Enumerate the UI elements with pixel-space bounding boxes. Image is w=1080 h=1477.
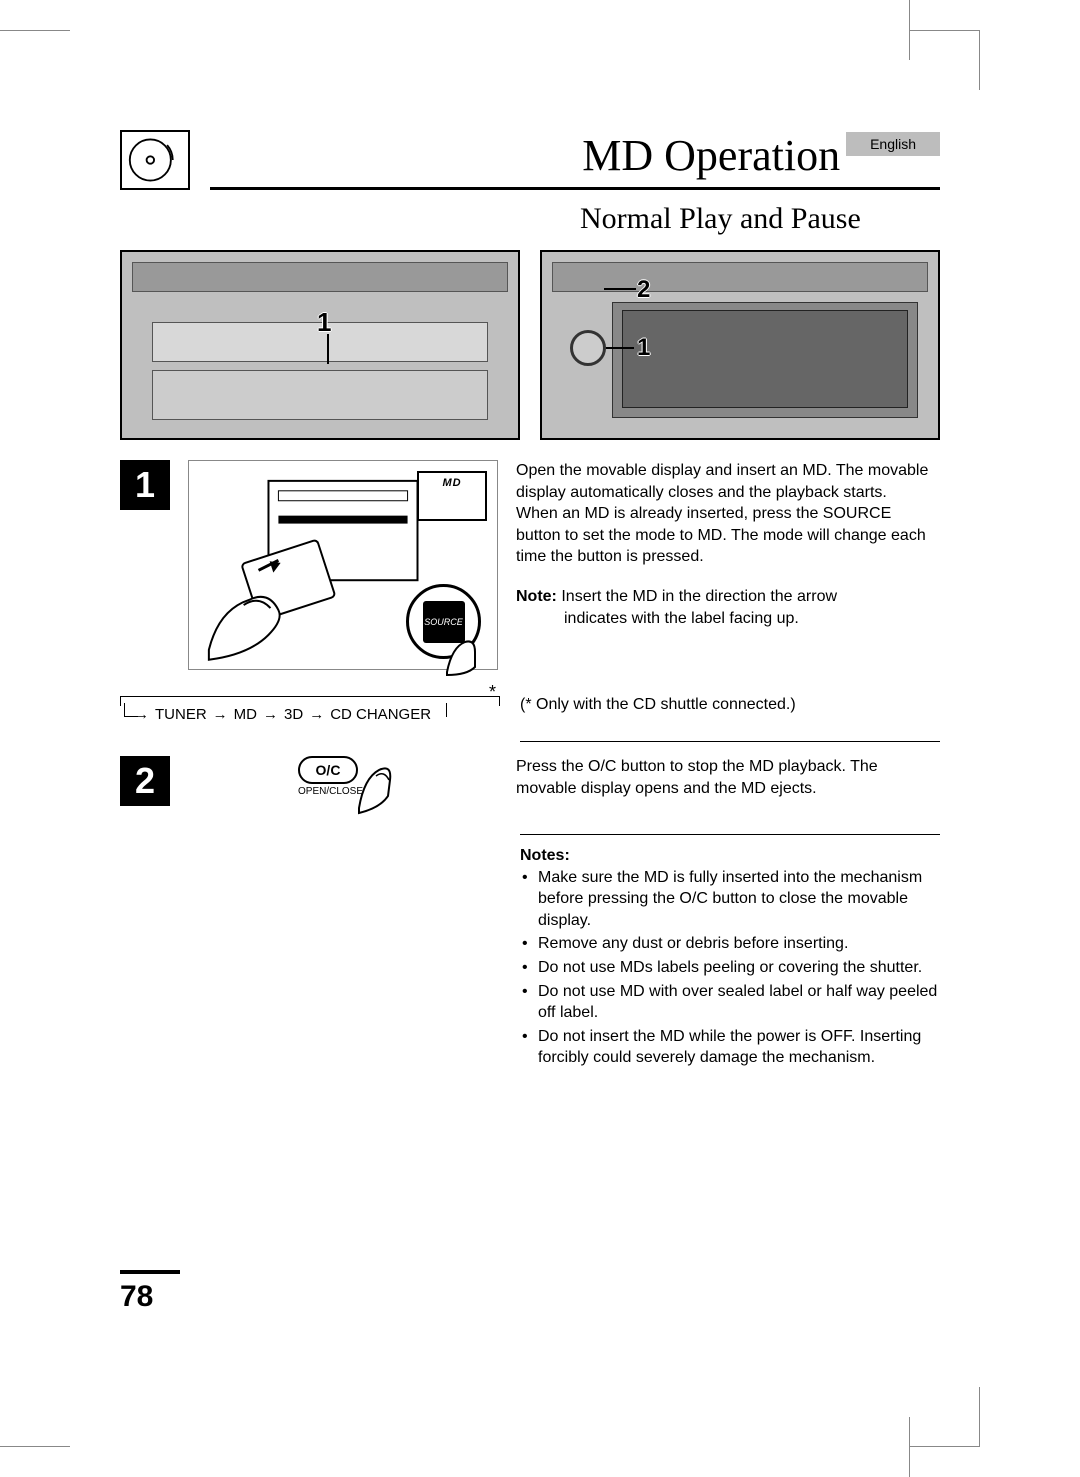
language-badge: English bbox=[846, 132, 940, 156]
page-title: MD Operation bbox=[582, 130, 840, 181]
asterisk-mark: * bbox=[489, 682, 496, 703]
device-front-closed: 1 bbox=[120, 250, 520, 440]
step-1-graphic: MD SOURCE bbox=[188, 460, 498, 670]
divider-1 bbox=[520, 741, 940, 742]
step-1-note-text: Insert the MD in the direction the arrow bbox=[561, 588, 837, 605]
step-2-block: 2 O/C OPEN/CLOSE Press the O/C button to… bbox=[120, 756, 940, 806]
step-1-para-1: Open the movable display and insert an M… bbox=[516, 460, 940, 503]
step-1-text: Open the movable display and insert an M… bbox=[516, 460, 940, 629]
mode-chain: * → TUNER → MD → 3D → CD CHANGER bbox=[120, 696, 500, 723]
step-1-block: 1 MD SOURCE bbox=[120, 460, 940, 670]
mode-cdchanger: CD CHANGER bbox=[330, 706, 431, 723]
oc-button: O/C bbox=[298, 756, 358, 784]
note-item: Do not insert the MD while the power is … bbox=[520, 1026, 940, 1069]
md-label-box: MD bbox=[417, 471, 487, 521]
page-number: 78 bbox=[120, 1270, 180, 1314]
step-1-note-label: Note: bbox=[516, 588, 557, 605]
callout-1: 1 bbox=[317, 307, 331, 338]
step-1-number: 1 bbox=[120, 460, 170, 510]
note-item: Make sure the MD is fully inserted into … bbox=[520, 867, 940, 932]
title-divider bbox=[210, 187, 940, 190]
callout-2: 2 bbox=[637, 276, 650, 304]
page-content: MD Operation English Normal Play and Pau… bbox=[120, 130, 940, 1071]
section-title: Normal Play and Pause bbox=[580, 202, 940, 236]
disc-icon bbox=[120, 130, 190, 190]
mode-3d: 3D bbox=[284, 706, 303, 723]
divider-2 bbox=[520, 834, 940, 835]
step-2-graphic: O/C OPEN/CLOSE bbox=[188, 756, 498, 797]
note-item: Do not use MDs labels peeling or coverin… bbox=[520, 957, 940, 979]
step-1-note-text-2: indicates with the label facing up. bbox=[564, 608, 940, 630]
notes-heading: Notes: bbox=[520, 845, 940, 867]
note-item: Remove any dust or debris before inserti… bbox=[520, 933, 940, 955]
step-2-text: Press the O/C button to stop the MD play… bbox=[516, 756, 940, 799]
asterisk-footnote: (* Only with the CD shuttle connected.) bbox=[500, 696, 940, 714]
mode-md: MD bbox=[234, 706, 257, 723]
step-2-number: 2 bbox=[120, 756, 170, 806]
step-1-para-2: When an MD is already inserted, press th… bbox=[516, 503, 940, 568]
notes-section: Notes: Make sure the MD is fully inserte… bbox=[520, 845, 940, 1069]
device-front-open: 2 1 bbox=[540, 250, 940, 440]
header-row: MD Operation English Normal Play and Pau… bbox=[120, 130, 940, 236]
callout-1b: 1 bbox=[637, 334, 650, 362]
mode-tuner: TUNER bbox=[155, 706, 207, 723]
device-illustration-row: 1 2 1 bbox=[120, 250, 940, 440]
note-item: Do not use MD with over sealed label or … bbox=[520, 981, 940, 1024]
